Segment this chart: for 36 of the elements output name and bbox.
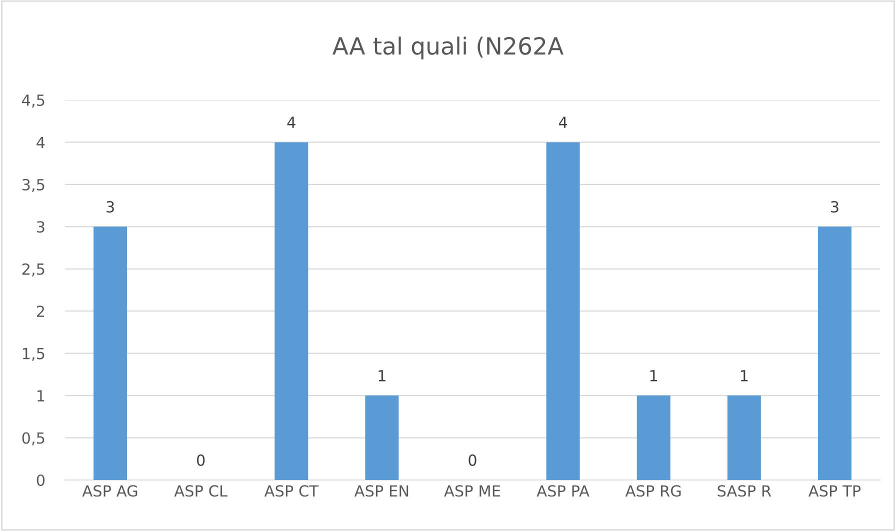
y-tick-label: 0	[36, 474, 45, 486]
x-tick-label: ASP PA	[536, 485, 590, 497]
data-label: 0	[468, 454, 476, 466]
x-tick-label: ASP EN	[354, 485, 408, 497]
bar	[94, 226, 128, 480]
bar	[818, 226, 852, 480]
data-label: 1	[650, 370, 658, 382]
bar	[546, 142, 580, 480]
bar	[727, 396, 761, 480]
data-label: 3	[106, 201, 114, 213]
data-label: 4	[558, 116, 568, 128]
y-tick-label: 3	[37, 221, 44, 233]
x-tick-label: ASP ME	[444, 485, 500, 497]
data-label: 4	[287, 116, 296, 128]
x-tick-label: ASP CT	[264, 485, 319, 497]
x-tick-label: SASP R	[718, 485, 772, 497]
chart-title: AA tal quali (N262A	[332, 36, 564, 60]
bar	[274, 142, 308, 480]
y-tick-label: 0,5	[22, 432, 44, 446]
y-tick-label: 4	[36, 136, 45, 148]
y-tick-label: 1,5	[22, 348, 44, 361]
bar	[636, 396, 670, 480]
data-label: 1	[378, 370, 386, 382]
y-tick-label: 1	[38, 390, 44, 402]
x-tick-label: ASP RG	[625, 485, 681, 497]
x-tick-label: ASP AG	[82, 485, 138, 497]
data-label: 1	[740, 370, 748, 382]
data-label: 0	[196, 454, 205, 466]
y-tick-label: 2	[36, 306, 44, 317]
data-label: 3	[831, 201, 838, 213]
y-tick-label: 4,5	[22, 94, 44, 108]
x-tick-label: ASP CL	[174, 485, 228, 497]
y-tick-label: 2,5	[22, 263, 44, 276]
y-tick-label: 3,5	[22, 178, 44, 192]
bar	[365, 396, 399, 480]
x-tick-label: ASP TP	[808, 485, 861, 497]
